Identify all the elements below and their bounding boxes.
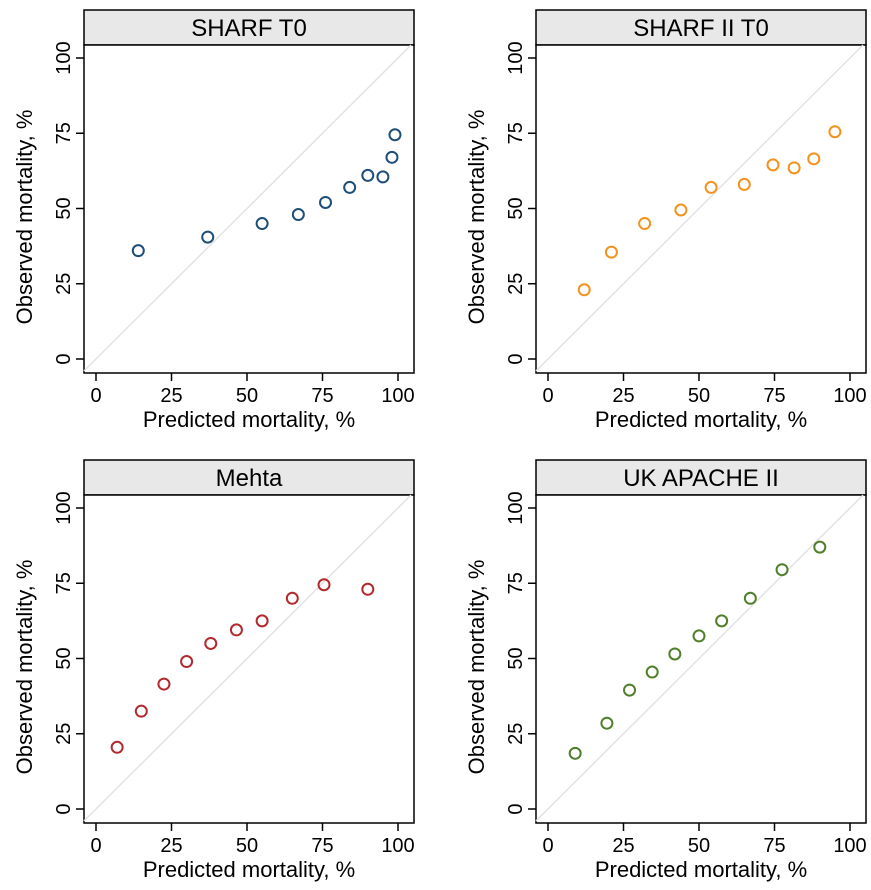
plot-frame (536, 45, 866, 373)
x-tick-label: 0 (542, 835, 553, 857)
y-tick-label: 25 (505, 273, 527, 295)
x-axis-label: Predicted mortality, % (595, 407, 807, 432)
panel-title: SHARF II T0 (633, 15, 769, 42)
x-tick-label: 50 (236, 835, 258, 857)
x-tick-label: 50 (688, 385, 710, 407)
y-tick-label: 100 (505, 491, 527, 524)
x-tick-label: 100 (833, 835, 866, 857)
panel-sharf-t0: SHARF T0 0 25 50 75 100 0 25 50 75 100 Predicted … (12, 10, 415, 432)
x-tick-label: 25 (612, 385, 634, 407)
y-tick-label: 25 (505, 723, 527, 745)
x-axis-label: Predicted mortality, % (143, 407, 355, 432)
y-tick-label: 75 (505, 122, 527, 144)
plot-frame (84, 45, 414, 373)
x-tick-label: 25 (160, 835, 182, 857)
panel-title: UK APACHE II (623, 465, 779, 492)
y-tick-label: 0 (505, 353, 527, 364)
panel-uk-apache-ii: UK APACHE II 0 25 50 75 100 0 25 50 75 100 Predic… (464, 460, 867, 882)
plot-frame (536, 495, 866, 823)
x-tick-label: 100 (381, 835, 414, 857)
y-tick-label: 50 (53, 647, 75, 669)
panel-sharf-ii-t0: SHARF II T0 0 25 50 75 100 0 25 50 75 100 Predict… (464, 10, 867, 432)
y-tick-label: 50 (505, 647, 527, 669)
x-tick-label: 75 (311, 385, 333, 407)
x-axis-label: Predicted mortality, % (143, 857, 355, 882)
x-tick-label: 50 (236, 385, 258, 407)
x-axis-label: Predicted mortality, % (595, 857, 807, 882)
panel-mehta: Mehta 0 25 50 75 100 0 25 50 75 100 Predicted mor… (12, 460, 415, 882)
panel-title: Mehta (216, 465, 283, 492)
x-tick-label: 75 (763, 385, 785, 407)
y-tick-label: 50 (505, 197, 527, 219)
x-tick-label: 100 (833, 385, 866, 407)
x-tick-label: 50 (688, 835, 710, 857)
x-tick-label: 0 (90, 835, 101, 857)
x-tick-label: 0 (542, 385, 553, 407)
y-tick-label: 50 (53, 197, 75, 219)
y-axis-label: Observed mortality, % (12, 110, 37, 325)
y-tick-label: 0 (53, 803, 75, 814)
x-tick-label: 100 (381, 385, 414, 407)
y-tick-label: 75 (53, 122, 75, 144)
x-tick-label: 25 (612, 835, 634, 857)
y-tick-label: 75 (505, 572, 527, 594)
y-tick-label: 25 (53, 723, 75, 745)
y-axis-label: Observed mortality, % (464, 110, 489, 325)
x-tick-label: 0 (90, 385, 101, 407)
y-tick-label: 25 (53, 273, 75, 295)
x-tick-label: 25 (160, 385, 182, 407)
y-tick-label: 0 (53, 353, 75, 364)
y-tick-label: 100 (53, 491, 75, 524)
x-tick-label: 75 (311, 835, 333, 857)
y-axis-label: Observed mortality, % (12, 560, 37, 775)
panel-title: SHARF T0 (191, 15, 307, 42)
x-tick-label: 75 (763, 835, 785, 857)
y-axis-label: Observed mortality, % (464, 560, 489, 775)
y-tick-label: 100 (53, 41, 75, 74)
y-tick-label: 0 (505, 803, 527, 814)
y-tick-label: 75 (53, 572, 75, 594)
y-tick-label: 100 (505, 41, 527, 74)
plot-frame (84, 495, 414, 823)
